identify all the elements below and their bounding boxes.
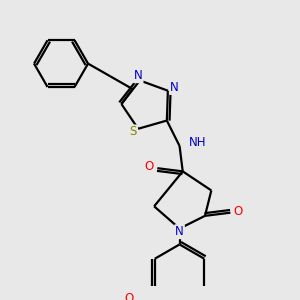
Text: S: S	[130, 125, 137, 139]
Text: NH: NH	[189, 136, 207, 149]
Text: N: N	[175, 225, 184, 238]
Text: O: O	[234, 205, 243, 218]
Text: N: N	[170, 81, 178, 94]
Text: N: N	[134, 69, 142, 82]
Text: O: O	[125, 292, 134, 300]
Text: O: O	[145, 160, 154, 173]
